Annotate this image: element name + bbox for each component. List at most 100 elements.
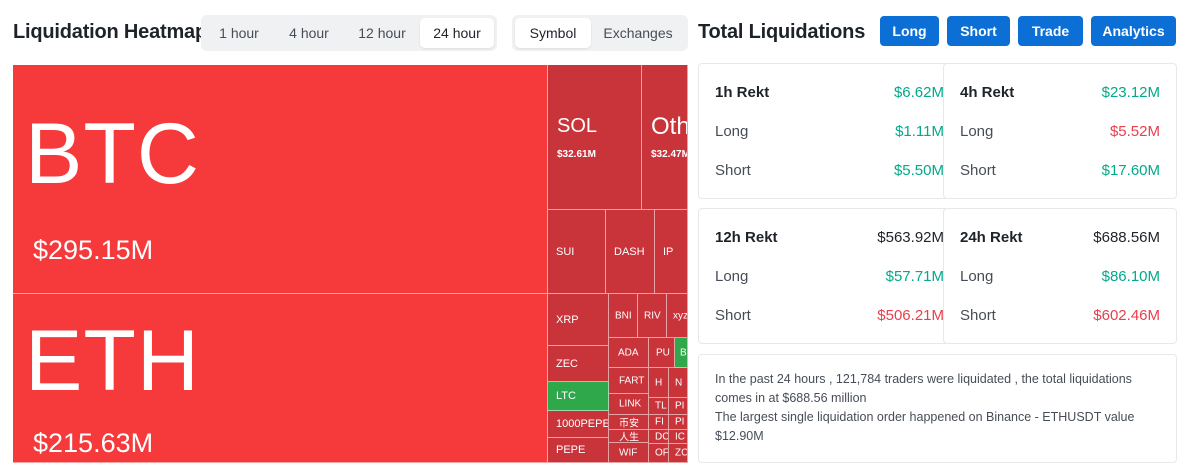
stat-long: $57.71M [885,268,944,285]
heatmap-tile-zec[interactable]: ZEC [548,346,609,382]
stat-total: $563.92M [877,229,944,246]
summary-line-traders: In the past 24 hours , 121,784 traders w… [715,372,1132,405]
stat-long: $5.52M [1109,123,1160,140]
heatmap-tile-ada[interactable]: ADA [609,338,649,368]
tile-symbol: ADA [618,347,639,358]
analytics-button[interactable]: Analytics [1091,16,1176,46]
tile-symbol: FI [655,416,664,428]
heatmap-tile-fi[interactable]: FI [649,415,669,430]
tile-symbol: LTC [556,390,576,402]
stat-long: $86.10M [1101,268,1160,285]
tile-symbol: ZC [675,447,688,459]
tile-symbol: PU [656,347,670,358]
heatmap-tile-bnb[interactable]: BNI [609,294,638,338]
stat-label: 4h Rekt [960,84,1015,101]
tab-exchanges[interactable]: Exchanges [603,25,673,41]
tile-symbol: BNI [615,310,632,321]
short-label: Short [715,307,751,324]
heatmap-tile-ip[interactable]: IP [655,210,688,294]
tile-symbol: N [675,377,683,388]
liquidation-heatmap: BTC $295.15M ETH $215.63M SOL $32.61M Ot… [13,65,688,463]
heatmap-tile-h[interactable]: H [649,368,669,398]
long-label: Long [715,123,749,140]
tile-symbol: DC [655,431,669,442]
heatmap-tile-xrp[interactable]: XRP [548,294,609,346]
tile-symbol: Oth [651,113,688,140]
tile-symbol: xyz [673,310,688,321]
stat-short: $17.60M [1101,162,1160,179]
heatmap-tile-link[interactable]: LINK [609,394,649,415]
heatmap-tile-dc[interactable]: DC [649,430,669,444]
tab-24-hour[interactable]: 24 hour [420,18,494,48]
heatmap-tile-zc[interactable]: ZC [669,444,688,463]
heatmap-tile-wif[interactable]: WIF [609,443,649,463]
heatmap-tile-rensheng[interactable]: 人生 [609,430,649,443]
summary-line-largest-order: The largest single liquidation order hap… [715,410,1135,443]
heatmap-tile-pi-2[interactable]: PI [669,415,688,430]
stat-label: 1h Rekt [715,84,770,101]
heatmap-tile-b[interactable]: B [675,338,688,368]
heatmap-tile-eth[interactable]: ETH $215.63M [13,294,548,463]
tile-symbol: H [655,377,663,388]
stat-long: $1.11M [895,123,944,140]
heatmap-tile-pu[interactable]: PU [649,338,675,368]
tab-12-hour[interactable]: 12 hour [358,25,406,41]
tile-symbol: 币安 [619,418,639,430]
stat-total: $688.56M [1093,229,1160,246]
tile-value: $32.61M [557,149,596,160]
tile-symbol: DASH [614,245,645,258]
tile-symbol: OF [655,447,669,459]
heatmap-tile-sol[interactable]: SOL $32.61M [548,65,642,210]
stat-short: $5.50M [893,162,944,179]
stat-label: 24h Rekt [960,229,1023,246]
tile-symbol: LINK [619,398,642,410]
tile-symbol: SOL [557,115,598,137]
short-label: Short [960,162,996,179]
heatmap-tile-xyz[interactable]: xyz [667,294,688,338]
heatmap-tile-others[interactable]: Oth $32.47M [642,65,688,210]
tile-value: $295.15M [33,235,154,265]
trade-button[interactable]: Trade [1018,16,1083,46]
heatmap-tile-ltc[interactable]: LTC [548,382,609,411]
tile-symbol: B [680,347,687,358]
heatmap-tile-ic[interactable]: IC [669,430,688,444]
short-label: Short [960,307,996,324]
heatmap-tile-btc[interactable]: BTC $295.15M [13,65,548,294]
tile-value: $32.47M [651,149,688,160]
heatmap-tile-1000pepe[interactable]: 1000PEPE [548,411,609,438]
heatmap-tile-of[interactable]: OF [649,444,669,463]
tile-symbol: PI [675,416,685,428]
tile-symbol: FART [619,375,645,386]
tile-symbol: PI [675,400,685,412]
heatmap-tile-tl[interactable]: TL [649,398,669,415]
view-mode-tabs: Symbol Exchanges [512,15,688,51]
tile-symbol: 1000PEPE [556,418,609,430]
heatmap-tile-sui[interactable]: SUI [548,210,606,294]
short-label: Short [715,162,751,179]
stat-card-12h: 12h Rekt $563.92M Long $57.71M Short $506.2… [698,208,961,344]
stat-short: $602.46M [1093,307,1160,324]
heatmap-tile-bian[interactable]: 币安 [609,415,649,430]
long-label: Long [715,268,749,285]
total-liquidations-title: Total Liquidations [698,21,866,43]
stat-card-24h: 24h Rekt $688.56M Long $86.10M Short $602.4… [943,208,1177,344]
heatmap-tile-n[interactable]: N [669,368,688,398]
tile-symbol: IC [675,431,685,442]
heatmap-tile-pi[interactable]: PI [669,398,688,415]
liquidation-summary: In the past 24 hours , 121,784 traders w… [698,354,1177,463]
tile-symbol: ETH [25,313,200,409]
heatmap-tile-riv[interactable]: RIV [638,294,667,338]
tile-symbol: 人生 [619,432,639,443]
heatmap-tile-fart[interactable]: FART [609,368,649,394]
stat-card-4h: 4h Rekt $23.12M Long $5.52M Short $17.60M [943,63,1177,199]
tab-4-hour[interactable]: 4 hour [289,25,329,41]
tile-symbol: XRP [556,313,579,326]
long-button[interactable]: Long [880,16,939,46]
short-button[interactable]: Short [947,16,1010,46]
tab-symbol[interactable]: Symbol [515,18,591,48]
tile-symbol: WIF [619,447,638,458]
heatmap-tile-pepe[interactable]: PEPE [548,438,609,463]
heatmap-tile-dash[interactable]: DASH [606,210,655,294]
page-title: Liquidation Heatmap [13,21,207,43]
tab-1-hour[interactable]: 1 hour [219,25,259,41]
